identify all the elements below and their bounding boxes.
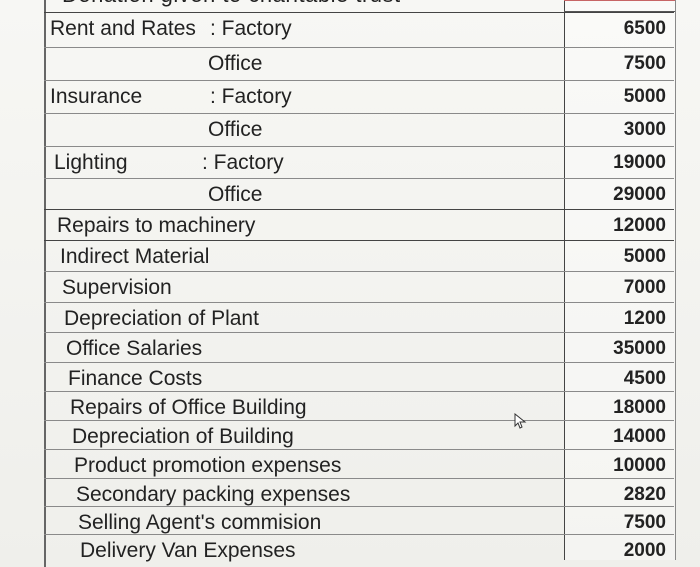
row-sublabel: : Factory [210, 17, 292, 40]
row-label: Indirect Material [60, 245, 210, 268]
table-row: Secondary packing expenses 2820 [44, 478, 674, 510]
partially-visible-heading: Donation given to charitable trust [62, 0, 401, 8]
table-row: Depreciation of Building 14000 [44, 420, 674, 452]
table-row: Repairs of Office Building 18000 [44, 391, 674, 423]
table-row: Supervision 7000 [44, 271, 674, 303]
row-amount: 12000 [613, 215, 666, 236]
table-row: Lighting : Factory 19000 [44, 146, 674, 178]
row-amount: 29000 [613, 184, 666, 205]
table-row: Repairs to machinery 12000 [44, 209, 674, 241]
row-label: Finance Costs [68, 367, 203, 390]
row-amount: 7000 [623, 277, 666, 298]
table-row: Product promotion expenses 10000 [44, 449, 674, 481]
row-label: Delivery Van Expenses [80, 539, 296, 562]
row-label: Lighting [54, 151, 128, 174]
row-label: Repairs of Office Building [70, 396, 307, 419]
row-label: Selling Agent's commision [78, 511, 322, 534]
row-sublabel: Office [208, 118, 263, 141]
row-sublabel: : Factory [210, 85, 292, 108]
row-amount: 19000 [613, 152, 666, 173]
table-row: Insurance : Factory 5000 [44, 80, 674, 112]
mouse-pointer-icon [514, 413, 527, 429]
left-table-border [44, 0, 46, 567]
row-sublabel: : Factory [202, 151, 284, 174]
row-label: Depreciation of Building [72, 425, 294, 448]
row-amount: 3000 [623, 119, 666, 140]
row-amount: 2820 [623, 484, 666, 505]
row-amount: 6500 [623, 18, 666, 39]
row-amount: 7500 [623, 512, 666, 533]
row-amount: 1200 [623, 308, 666, 329]
amount-column-header-border [564, 0, 675, 12]
row-amount: 35000 [613, 338, 666, 359]
amount-column [564, 0, 676, 560]
row-label: Depreciation of Plant [64, 307, 259, 330]
row-label: Product promotion expenses [74, 454, 342, 477]
row-amount: 10000 [613, 455, 666, 476]
row-label: Repairs to machinery [57, 214, 256, 237]
row-label: Secondary packing expenses [76, 483, 351, 506]
row-amount: 7500 [623, 53, 666, 74]
row-label: Rent and Rates [50, 17, 196, 40]
row-amount: 4500 [623, 368, 666, 389]
row-sublabel: Office [208, 183, 263, 206]
table-row: Depreciation of Plant 1200 [44, 302, 674, 334]
table-row: Office Salaries 35000 [44, 332, 674, 364]
table-row: Delivery Van Expenses 2000 [44, 534, 674, 566]
table-row: Office 29000 [44, 178, 674, 210]
row-amount: 2000 [623, 540, 666, 561]
row-amount: 18000 [613, 397, 666, 418]
table-row: Selling Agent's commision 7500 [44, 506, 674, 538]
row-label: Supervision [62, 276, 172, 299]
row-amount: 14000 [613, 426, 666, 447]
table-row: Indirect Material 5000 [44, 240, 674, 272]
table-row: Finance Costs 4500 [44, 362, 674, 394]
row-amount: 5000 [623, 246, 666, 267]
row-label: Insurance [50, 85, 143, 108]
table-row: Rent and Rates : Factory 6500 [44, 12, 674, 44]
row-sublabel: Office [208, 52, 263, 75]
table-row: Office 7500 [44, 47, 674, 79]
row-label: Office Salaries [66, 337, 203, 360]
row-amount: 5000 [623, 86, 666, 107]
table-row: Office 3000 [44, 113, 674, 145]
